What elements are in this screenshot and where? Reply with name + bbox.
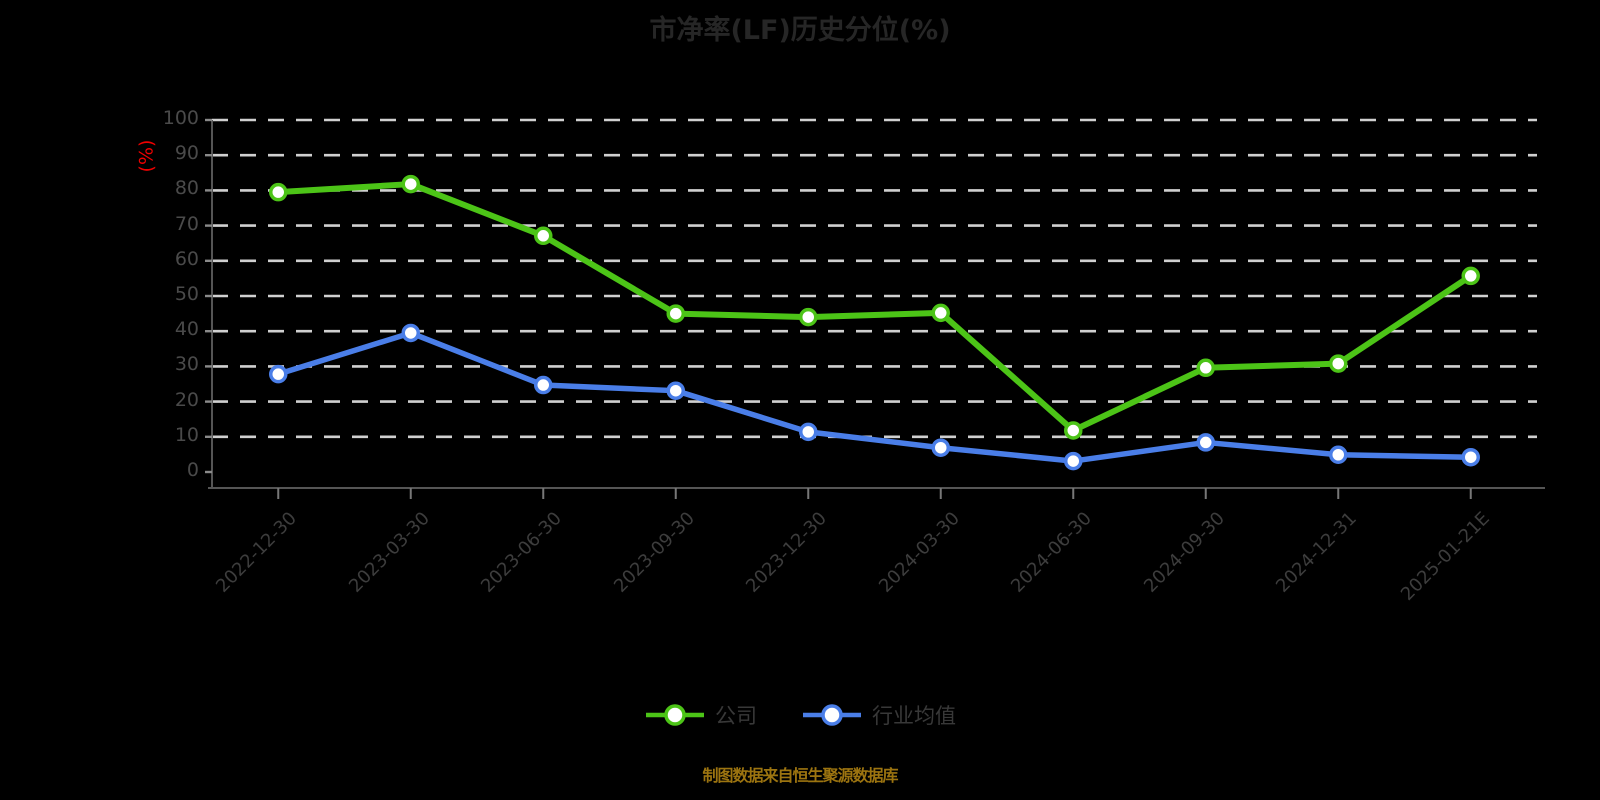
data-series-markers <box>269 174 1480 471</box>
data-point-marker <box>931 438 950 457</box>
data-point-marker <box>269 364 288 384</box>
page-title: 市净率(LF)历史分位(%) <box>649 15 951 46</box>
data-point-marker <box>799 422 818 442</box>
data-point-marker <box>931 303 950 323</box>
data-point-marker <box>1329 445 1348 465</box>
legend-label: 行业均值 <box>872 704 956 728</box>
axis-lines <box>208 120 1545 489</box>
data-point-marker <box>1064 421 1083 440</box>
y-tick-label: 70 <box>174 212 199 235</box>
data-point-marker <box>269 182 288 202</box>
data-point-marker <box>1196 358 1215 378</box>
legend-item-0[interactable]: 公司 <box>644 700 757 730</box>
gridlines <box>212 118 1537 439</box>
data-point-marker <box>401 323 420 343</box>
legend-marker-icon <box>646 704 704 726</box>
data-point-marker <box>401 174 420 194</box>
y-tick-label: 10 <box>174 423 199 446</box>
y-tick-label: 50 <box>174 283 199 305</box>
y-tick-label: 20 <box>174 388 199 411</box>
data-point-marker <box>1064 451 1083 471</box>
y-tick-marks <box>205 118 212 474</box>
series-line-0 <box>275 181 1474 434</box>
y-tick-label: 30 <box>174 353 199 376</box>
data-point-marker <box>1196 433 1215 452</box>
y-tick-label: 0 <box>186 459 199 481</box>
legend-item-1[interactable]: 行业均值 <box>801 700 956 730</box>
x-tick-marks <box>277 488 1472 499</box>
y-tick-label: 90 <box>174 142 199 165</box>
data-point-marker <box>1329 354 1348 373</box>
chart-source-note: 制图数据来自恒生聚源数据库 <box>702 766 898 785</box>
y-tick-label: 40 <box>174 318 199 341</box>
y-tick-label: 60 <box>174 247 199 270</box>
y-tick-label: 80 <box>174 177 199 200</box>
data-point-marker <box>534 375 553 395</box>
chart-legend: 公司 行业均值 <box>0 700 1600 730</box>
data-point-marker <box>666 381 685 400</box>
y-tick-label: 100 <box>162 107 199 129</box>
data-point-marker <box>666 304 685 323</box>
data-point-marker <box>1461 447 1480 467</box>
data-point-marker <box>1461 266 1480 286</box>
legend-label: 公司 <box>715 704 757 728</box>
data-point-marker <box>799 307 818 327</box>
legend-marker-icon <box>803 704 861 726</box>
series-line-1 <box>275 330 1474 464</box>
data-point-marker <box>534 226 553 246</box>
data-series-lines <box>275 181 1474 464</box>
